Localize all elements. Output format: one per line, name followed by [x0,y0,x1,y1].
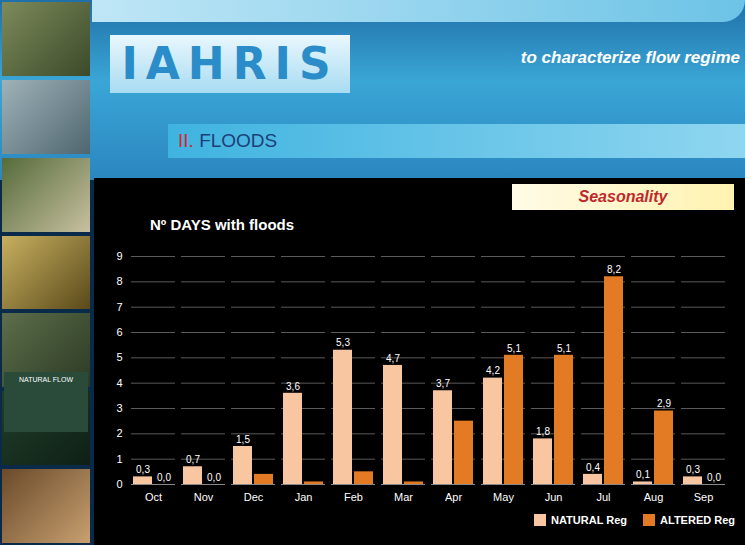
svg-text:1: 1 [116,453,122,465]
html-text:II. FLOODS: II. FLOODS [178,130,278,151]
svg-text:Nov: Nov [194,491,214,503]
html-text:IAHRIS: IAHRIS [121,38,339,89]
html-text:Nº DAYS with floods: Nº DAYS with floods [150,216,295,233]
svg-text:3: 3 [116,402,122,414]
svg-text:5: 5 [116,351,122,363]
svg-text:9: 9 [116,250,122,262]
svg-text:8: 8 [116,275,122,287]
svg-text:0,0: 0,0 [207,472,221,483]
svg-text:2,9: 2,9 [657,398,671,409]
svg-text:0,7: 0,7 [186,454,200,465]
html-text:NATURAL Reg: NATURAL Reg [551,514,627,526]
html-text:to characterize flow regime: to characterize flow regime [520,48,740,67]
svg-text:Mar: Mar [394,491,413,503]
svg-text:0,3: 0,3 [686,464,700,475]
svg-text:5,1: 5,1 [557,343,571,354]
html-text:NATURAL FLOW: NATURAL FLOW [19,376,73,383]
svg-text:Jul: Jul [596,491,610,503]
svg-text:5,3: 5,3 [336,337,350,348]
svg-text:0: 0 [116,478,122,490]
svg-text:4,7: 4,7 [386,353,400,364]
svg-text:0,0: 0,0 [707,472,721,483]
svg-text:Oct: Oct [145,491,162,503]
svg-text:3,7: 3,7 [436,378,450,389]
svg-text:8,2: 8,2 [607,264,621,275]
html-text:Seasonality: Seasonality [578,188,668,205]
svg-text:0,1: 0,1 [636,469,650,480]
svg-text:1,5: 1,5 [236,434,250,445]
svg-text:5,1: 5,1 [507,343,521,354]
svg-text:Jun: Jun [545,491,563,503]
svg-text:0,4: 0,4 [586,462,600,473]
svg-text:4,2: 4,2 [486,365,500,376]
html-text:ALTERED Reg: ALTERED Reg [660,514,735,526]
svg-text:Jan: Jan [295,491,313,503]
svg-text:3,6: 3,6 [286,381,300,392]
svg-text:0,0: 0,0 [157,472,171,483]
svg-text:4: 4 [116,377,122,389]
svg-text:7: 7 [116,301,122,313]
svg-text:6: 6 [116,326,122,338]
svg-text:Aug: Aug [644,491,664,503]
svg-text:May: May [493,491,514,503]
svg-text:1,8: 1,8 [536,426,550,437]
svg-text:2: 2 [116,427,122,439]
svg-text:Sep: Sep [694,491,714,503]
svg-text:Apr: Apr [445,491,462,503]
svg-text:Dec: Dec [244,491,264,503]
svg-text:Feb: Feb [344,491,363,503]
svg-text:0,3: 0,3 [136,464,150,475]
